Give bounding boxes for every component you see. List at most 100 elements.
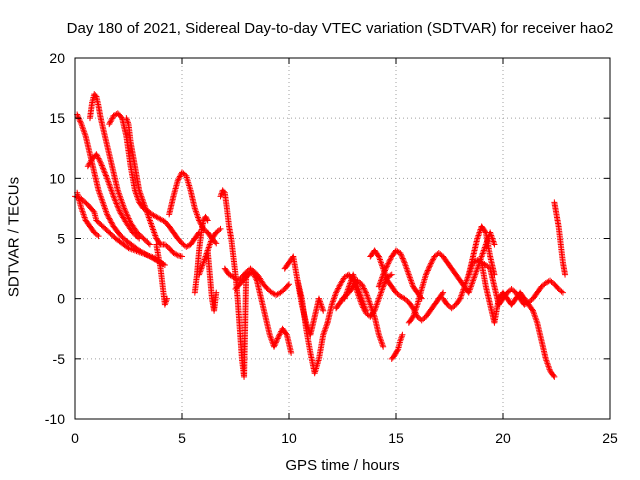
data-point [385,260,392,267]
data-point [94,152,101,159]
data-point [101,168,108,175]
data-point [176,173,183,180]
data-point [94,231,101,238]
data-point [271,343,278,350]
data-point [387,256,394,263]
data-point [77,119,84,126]
data-point [491,241,498,248]
data-point [394,347,401,354]
data-point [359,282,366,289]
x-tick-label: 5 [178,430,186,446]
data-point [142,251,149,258]
data-point [125,214,132,221]
data-point [386,257,393,264]
data-point [429,257,436,264]
data-point [388,271,395,278]
y-tick-label: 5 [57,231,65,247]
data-point [380,270,387,277]
data-point [250,270,257,277]
data-point [212,239,219,246]
data-point [251,273,258,280]
data-point [427,260,434,267]
data-point [125,215,132,222]
data-point [335,284,342,291]
data-point [399,255,406,262]
data-point [380,343,387,350]
x-axis-label: GPS time / hours [285,457,400,474]
data-point [482,228,489,235]
data-point [113,200,120,207]
y-tick-label: 0 [57,291,65,307]
data-point [109,220,116,227]
data-point [100,166,107,173]
data-point [173,251,180,258]
data-point [333,289,340,296]
x-tick-label: 0 [71,430,79,446]
data-point [360,284,367,291]
data-point [272,341,279,348]
data-point [176,174,183,181]
data-point [385,259,392,266]
data-point [249,269,256,276]
data-point [251,272,258,279]
data-point [358,281,365,288]
data-point [109,115,116,122]
data-point [75,114,82,121]
data-point [140,249,147,256]
data-point [101,169,108,176]
data-point [106,121,113,128]
data-point [179,253,185,260]
data-point [252,274,259,281]
data-point [96,156,103,163]
data-point [143,251,150,258]
data-point [551,373,558,380]
y-tick-label: -10 [45,411,65,427]
data-point [174,177,181,184]
data-point [383,264,390,271]
data-point [141,250,148,257]
data-point [121,205,128,212]
data-point [398,334,405,341]
data-point [126,216,133,223]
data-point [382,266,389,273]
data-point [102,172,109,179]
data-point [274,335,281,342]
data-point [274,336,281,343]
data-point [424,267,431,274]
data-point [98,162,105,169]
x-tick-label: 25 [602,430,618,446]
data-point [105,214,112,221]
data-point [152,256,159,263]
data-point [213,240,220,247]
data-point [107,118,114,125]
data-point [145,252,152,259]
data-point [108,219,115,226]
data-point [106,119,113,126]
data-point [124,118,131,125]
data-point [423,270,430,277]
data-point [363,307,370,314]
data-point [562,271,569,278]
data-point [108,116,115,123]
data-point [383,263,390,270]
data-point [217,225,224,232]
data-point [422,271,429,278]
data-point [123,209,130,216]
data-point [100,165,107,172]
data-point [111,194,118,201]
data-point [399,254,406,261]
data-point [121,206,128,213]
data-point [216,227,223,234]
data-point [271,342,278,349]
data-point [112,199,119,206]
data-point [93,151,100,158]
data-point [397,249,404,256]
y-tick-label: 20 [49,50,65,66]
data-point [137,248,144,255]
data-point [361,286,368,293]
chart-title: Day 180 of 2021, Sidereal Day-to-day VTE… [66,20,614,37]
data-point [116,207,123,214]
data-point [150,255,157,262]
data-point [428,259,435,266]
data-point [104,212,111,219]
